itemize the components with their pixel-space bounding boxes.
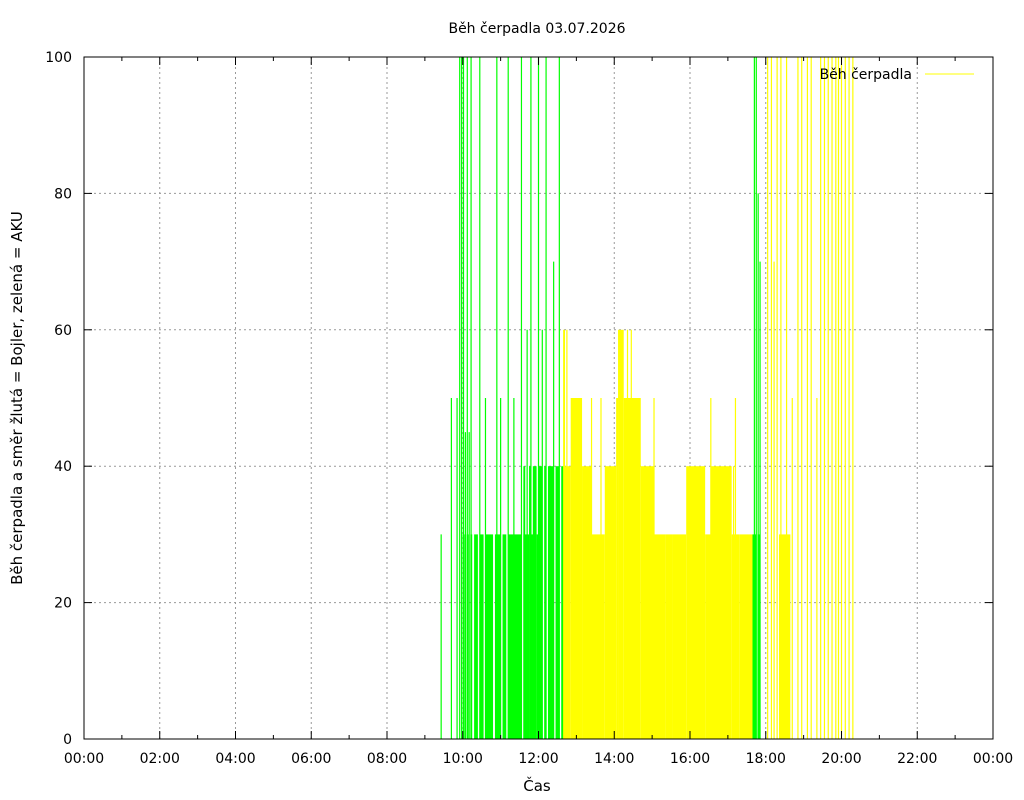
x-tick-label: 06:00 xyxy=(291,751,331,767)
aku-bar xyxy=(538,466,543,739)
chart-title: Běh čerpadla 03.07.2026 xyxy=(448,21,625,37)
x-tick-label: 00:00 xyxy=(64,751,104,767)
aku-bar xyxy=(529,466,531,739)
bojler-bar xyxy=(672,534,687,739)
aku-bar xyxy=(544,466,547,739)
x-tick-label: 14:00 xyxy=(594,751,634,767)
bojler-bar xyxy=(654,534,666,739)
series-bojler xyxy=(563,57,854,739)
bojler-bar xyxy=(665,534,673,739)
aku-bar xyxy=(555,466,560,739)
series-aku xyxy=(440,57,761,739)
bojler-bar xyxy=(591,534,605,739)
aku-bar xyxy=(502,534,507,739)
x-tick-label: 20:00 xyxy=(821,751,861,767)
x-tick-label: 12:00 xyxy=(518,751,558,767)
aku-bar xyxy=(494,534,501,739)
bojler-bar xyxy=(739,534,753,739)
x-tick-label: 00:00 xyxy=(973,751,1013,767)
x-tick-labels: 00:00 02:00 04:00 06:00 08:00 10:00 12:00 14:00… xyxy=(64,751,1013,767)
bojler-bar xyxy=(640,466,655,739)
aku-bar xyxy=(479,534,484,739)
y-tick-label: 20 xyxy=(54,596,72,612)
x-tick-label: 16:00 xyxy=(670,751,710,767)
x-axis-label: Čas xyxy=(523,776,551,795)
aku-bar xyxy=(485,534,494,739)
y-tick-label: 40 xyxy=(54,459,72,475)
legend-label: Běh čerpadla xyxy=(820,67,912,83)
bojler-bar xyxy=(623,398,628,739)
y-tick-label: 0 xyxy=(63,732,72,748)
legend: Běh čerpadla xyxy=(820,67,974,83)
y-tick-label: 60 xyxy=(54,323,72,339)
bojler-bar xyxy=(779,534,791,739)
bojler-bar xyxy=(710,466,732,739)
aku-bar xyxy=(561,466,565,739)
y-tick-labels: 0 20 40 60 80 100 xyxy=(45,50,72,748)
aku-bar xyxy=(536,534,539,739)
aku-bar xyxy=(508,534,522,739)
bojler-bar xyxy=(563,329,566,739)
aku-bar xyxy=(532,466,537,739)
bojler-bar xyxy=(570,398,583,739)
bojler-bar xyxy=(604,466,617,739)
bojler-bar xyxy=(686,466,706,739)
bojler-bar xyxy=(627,398,641,739)
aku-bar xyxy=(523,466,526,739)
bojler-bar xyxy=(565,466,571,739)
x-tick-label: 10:00 xyxy=(443,751,483,767)
y-axis-label: Běh čerpadla a směr žlutá = Bojler, zele… xyxy=(8,211,26,585)
bojler-bar xyxy=(705,534,711,739)
x-tick-label: 18:00 xyxy=(746,751,786,767)
x-tick-label: 22:00 xyxy=(897,751,937,767)
ticks xyxy=(83,56,994,740)
x-tick-label: 04:00 xyxy=(215,751,255,767)
x-tick-label: 08:00 xyxy=(367,751,407,767)
y-tick-label: 100 xyxy=(45,50,72,66)
bojler-bar xyxy=(582,466,592,739)
y-tick-label: 80 xyxy=(54,186,72,202)
bojler-bar xyxy=(616,398,619,739)
x-tick-label: 02:00 xyxy=(140,751,180,767)
aku-bar xyxy=(474,534,478,739)
aku-bar xyxy=(523,534,530,739)
aku-bar xyxy=(547,466,554,739)
bojler-bar xyxy=(618,329,624,739)
